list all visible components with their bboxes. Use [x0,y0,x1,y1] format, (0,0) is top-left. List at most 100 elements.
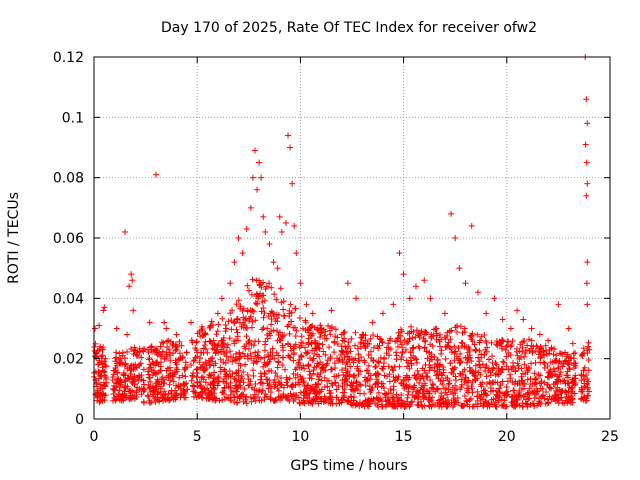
data-point [365,362,372,369]
data-point [303,350,310,357]
data-point [159,348,166,355]
data-point [244,282,251,289]
data-point [247,394,254,401]
data-point [341,338,348,345]
data-point [489,353,496,360]
data-point [440,377,447,384]
data-point [537,343,544,350]
data-point [309,347,316,354]
data-point [472,362,479,369]
data-point [339,337,346,344]
data-point [466,346,473,353]
data-point [412,393,419,400]
data-point [167,377,174,384]
data-point [338,367,345,374]
data-point [266,377,273,384]
data-point [554,384,561,391]
data-point [259,326,266,333]
data-point [438,392,445,399]
data-point [526,385,533,392]
data-point [413,359,420,366]
data-point [492,379,499,386]
data-point [129,379,136,386]
data-point [516,382,523,389]
data-point [374,401,381,408]
data-point [429,394,436,401]
data-point [468,383,475,390]
data-point [485,356,492,363]
data-point [140,366,147,373]
data-point [376,359,383,366]
data-point [238,373,245,380]
data-point [421,277,428,284]
data-point [145,349,152,356]
data-point [464,385,471,392]
data-point [524,376,531,383]
data-point [128,346,135,353]
data-point [252,317,259,324]
data-point [440,363,447,370]
data-point [267,310,274,317]
data-point [416,345,423,352]
data-point [216,378,223,385]
data-point [315,400,322,407]
data-point [406,374,413,381]
y-axis-label: ROTI / TECUs [6,192,22,284]
data-point [222,367,229,374]
data-point [286,310,293,317]
data-point [102,392,109,399]
data-point [305,327,312,334]
data-point [474,397,481,404]
data-point [296,356,303,363]
data-point [273,349,280,356]
data-point [354,363,361,370]
data-point [390,301,397,308]
data-point [124,383,131,390]
data-point [419,403,426,410]
data-point [227,380,234,387]
data-point [479,396,486,403]
data-point [580,367,587,374]
data-point [429,342,436,349]
data-point [567,355,574,362]
data-point [478,383,485,390]
data-point [163,351,170,358]
data-point [436,331,443,338]
data-point [469,337,476,344]
data-point [270,379,277,386]
data-point [128,395,135,402]
data-point [420,395,427,402]
data-point [116,396,123,403]
data-point [331,338,338,345]
data-point [149,372,156,379]
data-point [247,313,254,320]
data-point [492,371,499,378]
data-point [220,340,227,347]
data-point [463,397,470,404]
data-point [306,375,313,382]
data-point [518,373,525,380]
data-point [386,378,393,385]
data-point [548,385,555,392]
data-point [331,349,338,356]
data-point [426,398,433,405]
chart-title: Day 170 of 2025, Rate Of TEC Index for r… [161,20,537,36]
data-point [166,364,173,371]
data-point [285,132,292,139]
data-point [455,399,462,406]
data-point [521,338,528,345]
data-point [545,399,552,406]
data-point [580,345,587,352]
data-point [361,390,368,397]
data-point [537,399,544,406]
data-point [434,332,441,339]
data-point [383,344,390,351]
data-point [170,373,177,380]
data-point [361,357,368,364]
data-point [557,388,564,395]
data-point [248,291,255,298]
data-point [304,398,311,405]
data-point [280,347,287,354]
data-point [333,386,340,393]
